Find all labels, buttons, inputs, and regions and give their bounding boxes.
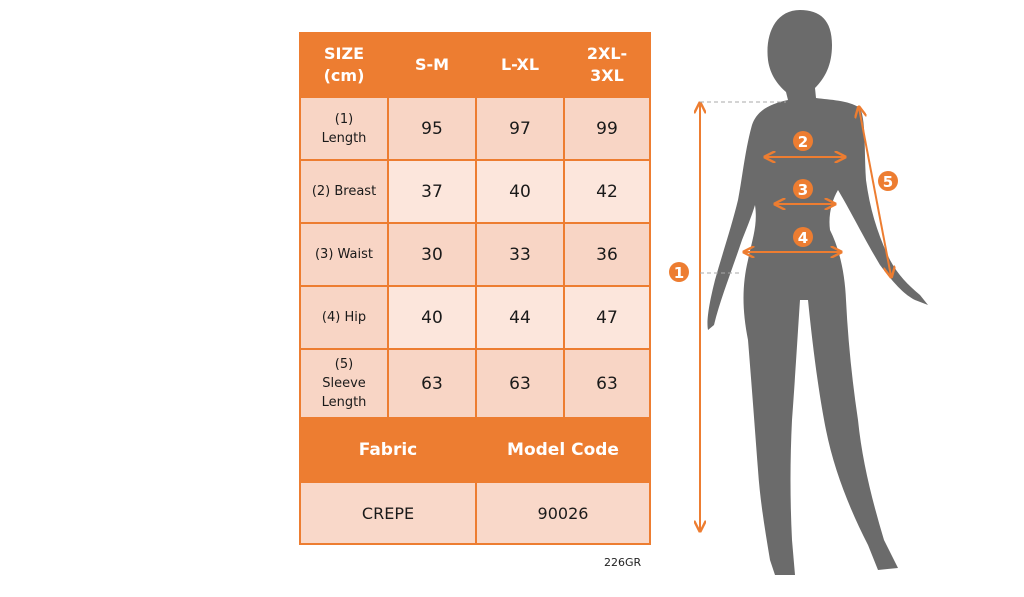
table-row: (1) Length 95 97 99 <box>299 96 651 161</box>
header-row: SIZE (cm) S-M L-XL 2XL- 3XL <box>299 32 651 98</box>
svg-text:3: 3 <box>798 181 808 199</box>
header-l-xl: L-XL <box>475 32 565 98</box>
model-code-label: Model Code <box>475 417 651 483</box>
cell: 97 <box>475 96 565 161</box>
row-label: (5) Sleeve Length <box>299 348 389 419</box>
woman-silhouette <box>707 10 928 575</box>
row-label: (1) Length <box>299 96 389 161</box>
size-table: SIZE (cm) S-M L-XL 2XL- 3XL (1) Length 9… <box>299 32 651 545</box>
cell: 63 <box>563 348 651 419</box>
marker-1-icon: 1 <box>669 262 689 282</box>
cell: 99 <box>563 96 651 161</box>
cell: 44 <box>475 285 565 350</box>
product-code: 226GR <box>604 556 642 569</box>
model-code-value: 90026 <box>475 481 651 545</box>
cell: 63 <box>387 348 477 419</box>
marker-4-icon: 4 <box>793 227 813 247</box>
cell: 40 <box>475 159 565 224</box>
cell: 36 <box>563 222 651 287</box>
fabric-header-row: Fabric Model Code <box>299 417 651 483</box>
header-s-m: S-M <box>387 32 477 98</box>
marker-2-icon: 2 <box>793 131 813 151</box>
table-row: (5) Sleeve Length 63 63 63 <box>299 348 651 419</box>
row-label: (2) Breast <box>299 159 389 224</box>
cell: 33 <box>475 222 565 287</box>
row-label: (4) Hip <box>299 285 389 350</box>
svg-text:5: 5 <box>883 173 893 191</box>
marker-3-icon: 3 <box>793 179 813 199</box>
table-row: (4) Hip 40 44 47 <box>299 285 651 350</box>
cell: 37 <box>387 159 477 224</box>
fabric-label: Fabric <box>299 417 477 483</box>
row-label: (3) Waist <box>299 222 389 287</box>
header-size: SIZE (cm) <box>299 32 389 98</box>
header-2xl-3xl: 2XL- 3XL <box>563 32 651 98</box>
fabric-value: CREPE <box>299 481 477 545</box>
svg-text:2: 2 <box>798 133 808 151</box>
cell: 47 <box>563 285 651 350</box>
cell: 42 <box>563 159 651 224</box>
svg-text:4: 4 <box>798 229 808 247</box>
marker-5-icon: 5 <box>878 171 898 191</box>
cell: 40 <box>387 285 477 350</box>
table-row: (2) Breast 37 40 42 <box>299 159 651 224</box>
cell: 63 <box>475 348 565 419</box>
svg-text:1: 1 <box>674 264 684 282</box>
measurement-lines <box>700 101 891 530</box>
table-row: (3) Waist 30 33 36 <box>299 222 651 287</box>
fabric-value-row: CREPE 90026 <box>299 481 651 545</box>
cell: 30 <box>387 222 477 287</box>
cell: 95 <box>387 96 477 161</box>
